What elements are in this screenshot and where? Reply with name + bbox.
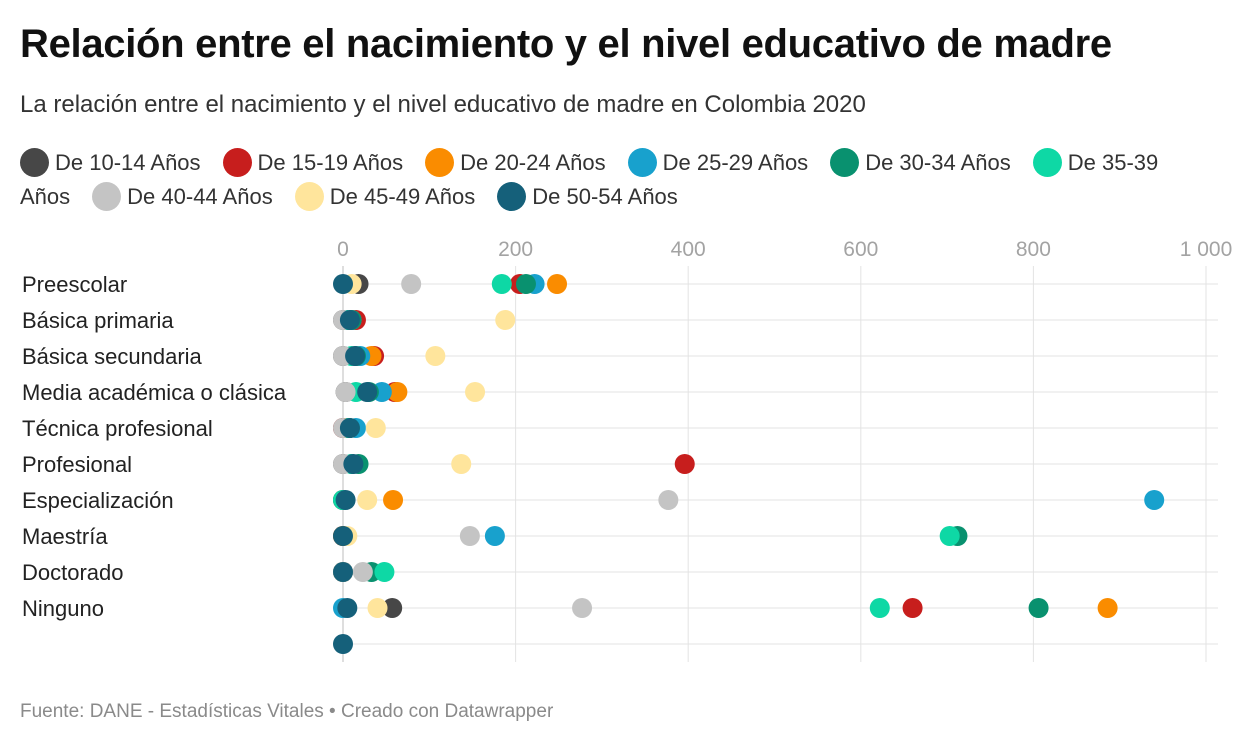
category-label: Básica primaria — [22, 308, 174, 333]
legend-item: De 30-34 Años — [830, 148, 1011, 177]
category-label: Profesional — [22, 452, 132, 477]
data-point — [339, 310, 360, 330]
legend-swatch — [92, 182, 122, 211]
data-point — [374, 562, 395, 582]
legend-item: De 50-54 Años — [497, 182, 678, 211]
legend-swatch — [830, 148, 860, 177]
legend-label: De 20-24 Años — [460, 150, 606, 175]
category-label: Básica secundaria — [22, 344, 203, 369]
data-point — [674, 454, 695, 474]
data-point — [484, 526, 505, 546]
x-tick-label: 800 — [1016, 238, 1051, 261]
legend-swatch — [627, 148, 657, 177]
data-point — [343, 454, 364, 474]
data-point — [335, 490, 356, 510]
x-tick-label: 0 — [337, 238, 349, 261]
legend-item: De 35-39 Años — [20, 148, 1159, 209]
chart-title: Relación entre el nacimiento y el nivel … — [20, 22, 1112, 66]
data-point — [345, 346, 366, 366]
category-label: Maestría — [22, 524, 108, 549]
category-label: Doctorado — [22, 560, 124, 585]
data-point — [1144, 490, 1165, 510]
category-label: Especialización — [22, 488, 174, 513]
data-point — [515, 274, 536, 294]
legend-label: De 15-19 Años — [257, 150, 404, 175]
data-point — [387, 382, 408, 402]
data-point — [939, 526, 960, 546]
data-point — [451, 454, 472, 474]
data-point — [357, 382, 378, 402]
data-point — [367, 598, 388, 618]
data-point — [333, 526, 353, 546]
x-tick-label: 400 — [671, 238, 706, 261]
legend-label: De 25-29 Años — [662, 150, 809, 175]
data-point — [869, 598, 890, 618]
category-label: Técnica profesional — [22, 416, 213, 441]
legend-item: De 10-14 Años — [20, 148, 201, 177]
legend-swatch — [1032, 148, 1062, 177]
category-label: Media académica o clásica — [22, 380, 287, 405]
data-point — [465, 382, 486, 402]
data-point — [491, 274, 512, 294]
legend-swatch — [425, 148, 455, 177]
category-label: Ninguno — [22, 596, 104, 621]
data-point — [658, 490, 679, 510]
data-point — [459, 526, 480, 546]
data-point — [333, 562, 353, 582]
data-point — [335, 382, 356, 402]
data-point — [572, 598, 593, 618]
data-point — [352, 562, 373, 582]
data-point — [902, 598, 923, 618]
legend-label: De 30-34 Años — [865, 150, 1011, 175]
data-point — [495, 310, 516, 330]
data-point — [365, 418, 386, 438]
x-tick-label: 600 — [843, 238, 878, 261]
legend-item: De 45-49 Años — [294, 182, 476, 211]
data-point — [333, 274, 353, 294]
legend-item: De 25-29 Años — [627, 148, 809, 177]
legend-label: De 35-39 Años — [20, 150, 1159, 209]
data-point — [401, 274, 422, 294]
legend-label: De 45-49 Años — [329, 184, 476, 209]
data-point — [1028, 598, 1049, 618]
x-tick-label: 1 000 — [1180, 238, 1233, 261]
data-point — [339, 418, 360, 438]
legend-label: De 50-54 Años — [532, 184, 678, 209]
source-note: Fuente: DANE - Estadísticas Vitales • Cr… — [20, 701, 554, 722]
legend-item: De 15-19 Años — [222, 148, 404, 177]
data-point — [383, 490, 404, 510]
x-tick-label: 200 — [498, 238, 533, 261]
legend-item: De 20-24 Años — [425, 148, 606, 177]
chart-subtitle: La relación entre el nacimiento y el niv… — [20, 91, 866, 118]
data-point — [333, 634, 353, 654]
data-point — [357, 490, 378, 510]
legend-swatch — [222, 148, 252, 177]
data-point — [425, 346, 446, 366]
legend-item: De 40-44 Años — [92, 182, 273, 211]
data-point — [1097, 598, 1118, 618]
category-label: Preescolar — [22, 272, 127, 297]
legend-swatch — [294, 182, 324, 211]
legend-swatch — [20, 148, 49, 177]
legend-label: De 10-14 Años — [55, 150, 201, 175]
data-point — [337, 598, 358, 618]
legend-label: De 40-44 Años — [127, 184, 273, 209]
data-point — [382, 598, 403, 618]
data-point — [547, 274, 568, 294]
legend-swatch — [497, 182, 527, 211]
chart-legend: De 10-14 Años De 15-19 Años De 20-24 Años D… — [20, 146, 1220, 214]
